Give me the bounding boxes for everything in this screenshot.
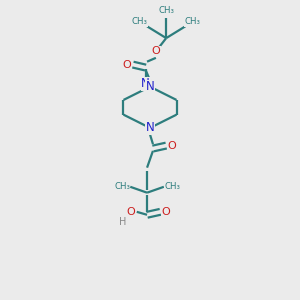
Text: CH₃: CH₃ <box>114 182 130 191</box>
Text: CH₃: CH₃ <box>158 6 174 15</box>
Text: O: O <box>168 141 176 151</box>
Text: N: N <box>141 77 150 90</box>
Text: O: O <box>122 60 131 70</box>
Text: O: O <box>127 207 135 217</box>
Text: H: H <box>119 217 126 227</box>
Text: CH₃: CH₃ <box>185 17 201 26</box>
Text: N: N <box>146 80 154 93</box>
Text: O: O <box>152 46 160 56</box>
Text: CH₃: CH₃ <box>132 17 148 26</box>
Text: O: O <box>162 207 171 217</box>
Text: CH₃: CH₃ <box>164 182 180 191</box>
Text: N: N <box>146 122 154 134</box>
